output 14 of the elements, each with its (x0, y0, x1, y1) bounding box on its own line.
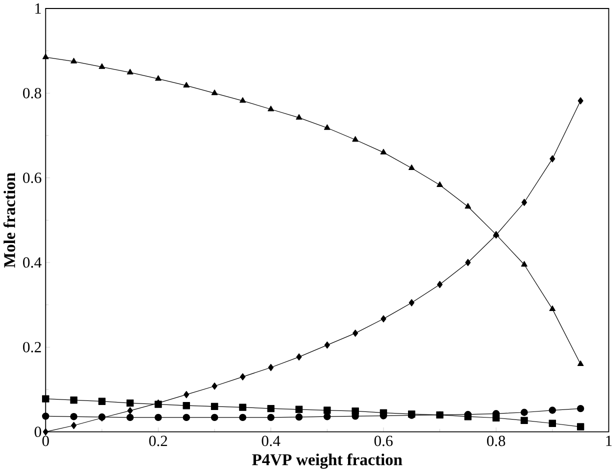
y-tick-label: 0.6 (23, 172, 42, 184)
x-tick-label: 1 (606, 436, 612, 446)
y-tick-label: 1 (35, 3, 41, 14)
y-tick-label: 0.2 (23, 342, 41, 352)
y-axis-title: Mole fraction (3, 172, 16, 268)
x-tick-label: 0 (42, 436, 49, 446)
x-tick-label: 0.2 (149, 436, 168, 446)
y-tick-label: 0.4 (23, 257, 42, 268)
y-tick-label: 0 (34, 426, 42, 437)
x-tick-label: 0.4 (262, 436, 280, 446)
x-tick-label: 0.6 (374, 436, 393, 446)
x-tick-label: 0.8 (487, 436, 506, 446)
y-tick-label: 0.8 (23, 88, 42, 98)
x-axis-title: P4VP weight fraction (252, 453, 402, 469)
